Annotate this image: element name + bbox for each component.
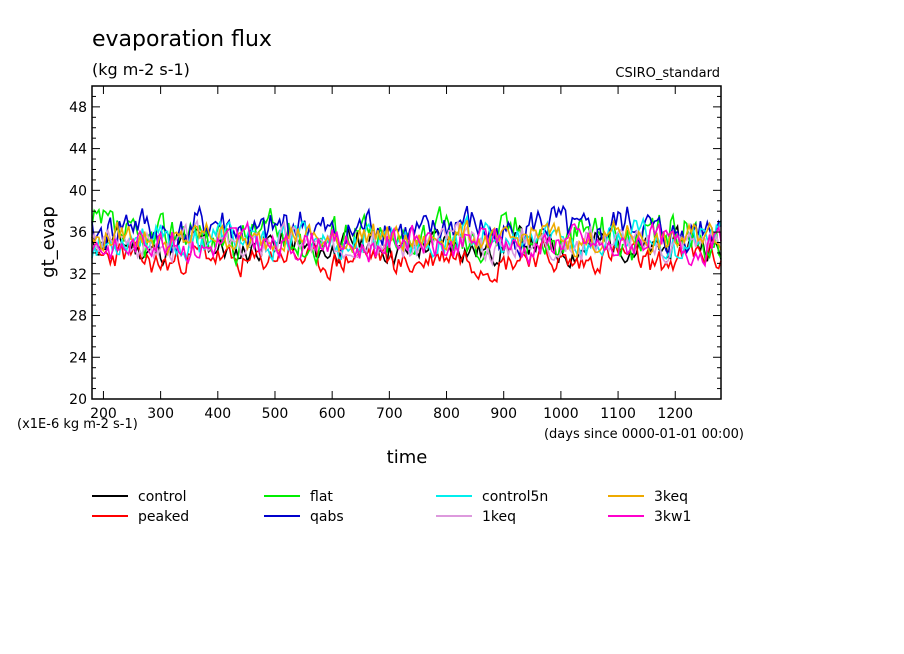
x-tick-label: 800 xyxy=(433,406,460,422)
x-tick-label: 200 xyxy=(90,406,117,422)
legend-label-3kw1: 3kw1 xyxy=(654,509,691,525)
legend-label-peaked: peaked xyxy=(138,509,189,525)
legend-label-1keq: 1keq xyxy=(482,509,516,525)
y-tick-label: 24 xyxy=(69,350,87,366)
series-line-3kw1 xyxy=(91,219,722,268)
axis-ticks: 200 300 400 500 600 700 800 900 1000 1100 1200 20 24… xyxy=(69,85,721,422)
y-tick-label: 48 xyxy=(69,100,87,116)
legend: control peaked flat qabs control5n 1keq 3keq 3k… xyxy=(92,489,691,525)
legend-label-flat: flat xyxy=(310,489,333,505)
y-tick-label: 32 xyxy=(69,267,87,283)
y-tick-label: 36 xyxy=(69,225,87,241)
chart-title: evaporation flux xyxy=(92,27,272,52)
legend-label-qabs: qabs xyxy=(310,509,344,525)
y-axis-label: gt_evap xyxy=(38,206,59,278)
x-tick-label: 900 xyxy=(490,406,517,422)
legend-label-control: control xyxy=(138,489,187,505)
x-tick-label: 1000 xyxy=(543,406,579,422)
legend-label-3keq: 3keq xyxy=(654,489,688,505)
x-tick-label: 500 xyxy=(262,406,289,422)
chart-units: (kg m-2 s-1) xyxy=(92,60,190,79)
x-tick-label: 1100 xyxy=(600,406,636,422)
y-tick-label: 44 xyxy=(69,142,87,158)
legend-label-control5n: control5n xyxy=(482,489,548,505)
y-scale-note: (x1E-6 kg m-2 s-1) xyxy=(17,417,138,432)
x-axis-label: time xyxy=(387,447,428,468)
x-units-label: (days since 0000-01-01 00:00) xyxy=(544,427,744,442)
x-tick-label: 700 xyxy=(376,406,403,422)
plot-lines xyxy=(91,204,722,284)
x-tick-label: 400 xyxy=(204,406,231,422)
dataset-label: CSIRO_standard xyxy=(615,66,720,81)
x-tick-label: 300 xyxy=(147,406,174,422)
y-tick-label: 20 xyxy=(69,392,87,408)
y-tick-label: 40 xyxy=(69,183,87,199)
y-tick-label: 28 xyxy=(69,309,87,325)
series-line-3keq xyxy=(91,218,722,258)
x-tick-label: 600 xyxy=(319,406,346,422)
x-tick-label: 1200 xyxy=(657,406,693,422)
